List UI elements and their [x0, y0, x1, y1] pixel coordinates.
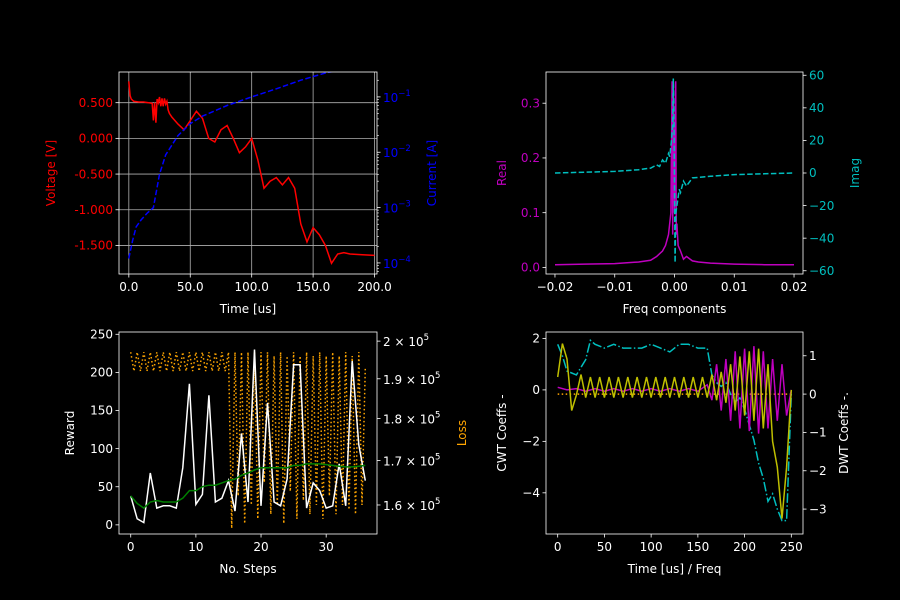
- series-cwt-magenta-line: [557, 346, 793, 434]
- series-dwt-cyan-line: [557, 339, 793, 522]
- y2-tick-label: 40: [809, 101, 824, 115]
- x-tick-label: 200.0: [357, 280, 391, 294]
- y2-tick-label: 10−2: [383, 144, 411, 160]
- x-tick-label: 20: [253, 540, 268, 554]
- plot-panel-top-right: −0.02 −0.01 0.00 0.01 0.02 0.0 0.1 0.2 0.3 60 40 20…: [495, 68, 862, 316]
- axes-frame: [118, 331, 378, 535]
- x-tick-label: 200: [733, 540, 756, 554]
- y-tick-label: −2: [522, 435, 540, 449]
- y2-tick-label: 1.6 × 105: [383, 497, 440, 513]
- y-tick-label: 0: [532, 383, 540, 397]
- y2-tick-label: −60: [809, 264, 834, 278]
- y-axis-label: Real: [495, 160, 509, 186]
- y-tick-label: −4: [522, 486, 540, 500]
- x-tick-label: 50.0: [177, 280, 204, 294]
- x-tick-label: −0.01: [596, 280, 633, 294]
- y-tick-label: 100: [90, 442, 113, 456]
- y2-tick-label: −1: [809, 426, 827, 440]
- y2-tick-label: 10−3: [383, 200, 411, 216]
- axes-frame: [118, 71, 378, 275]
- y2-tick-label: −2: [809, 464, 827, 478]
- x-tick-label: 30: [319, 540, 334, 554]
- y-tick-label: 0.000: [79, 132, 113, 146]
- series-reward-smoothed-line: [130, 463, 366, 510]
- y2-axis-label: Imag: [848, 158, 862, 188]
- y2-tick-label: 1.8 × 105: [383, 410, 440, 426]
- y2-tick-label: 1.7 × 105: [383, 452, 440, 468]
- y-tick-label: 2: [532, 332, 540, 346]
- y-tick-label: 0.500: [79, 96, 113, 110]
- y-tick-label: 250: [90, 327, 113, 341]
- y2-tick-label: 60: [809, 68, 824, 82]
- x-tick-label: 50: [597, 540, 612, 554]
- y-tick-label: -0.500: [74, 167, 113, 181]
- plot-panel-top-left: 0.0 50.0 100.0 150.0 200.0 0.500 0.000 -0.500 -1…: [44, 71, 439, 316]
- y-tick-label: 0.3: [521, 96, 540, 110]
- y-tick-label: 200: [90, 366, 113, 380]
- y-tick-label: 0: [105, 518, 113, 532]
- x-tick-label: 150.0: [296, 280, 330, 294]
- y-tick-label: 0.0: [521, 261, 540, 275]
- y2-tick-label: 0: [809, 166, 817, 180]
- x-tick-label: −0.02: [537, 280, 574, 294]
- x-tick-label: 0.02: [781, 280, 808, 294]
- x-tick-label: 150: [686, 540, 709, 554]
- series-cwt-yellow-line: [556, 343, 793, 519]
- x-tick-label: 100: [640, 540, 663, 554]
- x-axis-label: Time [us] / Freq: [627, 562, 722, 576]
- x-axis-label: No. Steps: [219, 562, 276, 576]
- y-axis-label: CWT Coeffs -: [495, 394, 509, 471]
- x-tick-label: 10: [188, 540, 203, 554]
- plot-panel-bottom-right: 0 50 100 150 200 250 2 0 −2 −4 1 0 −1 −2 −3 Time [us] /…: [495, 331, 851, 576]
- y-tick-label: -1.000: [74, 203, 113, 217]
- y2-tick-label: 2 × 105: [383, 333, 429, 349]
- x-tick-label: 0: [554, 540, 562, 554]
- x-tick-label: 0.01: [721, 280, 748, 294]
- x-axis-label: Time [us]: [219, 302, 276, 316]
- x-tick-label: 100.0: [235, 280, 269, 294]
- y-tick-label: 0.2: [521, 151, 540, 165]
- series-current-line: [128, 72, 334, 259]
- y-tick-label: -1.500: [74, 239, 113, 253]
- y-tick-label: 50: [98, 480, 113, 494]
- y2-tick-label: 1.9 × 105: [383, 371, 440, 387]
- y2-tick-label: −20: [809, 199, 834, 213]
- y-axis-label: Voltage [V]: [44, 140, 58, 206]
- y2-tick-label: 20: [809, 134, 824, 148]
- y-tick-label: 150: [90, 404, 113, 418]
- series-imag-line: [554, 78, 795, 263]
- series-voltage-line: [128, 81, 375, 265]
- x-tick-label: 0: [127, 540, 135, 554]
- y2-tick-label: 1: [809, 349, 817, 363]
- y2-tick-label: 10−1: [383, 89, 411, 105]
- x-axis-label: Freq components: [623, 302, 727, 316]
- y2-axis-label: Loss: [455, 420, 469, 446]
- y-axis-label: Reward: [63, 411, 77, 456]
- axes-frame: [545, 331, 804, 535]
- y2-axis-label: DWT Coeffs -.: [837, 392, 851, 474]
- x-tick-label: 0.00: [661, 280, 688, 294]
- plot-panel-bottom-left: 0 10 20 30 0 50 100 150 200 250 1.6 × 105 1.7 × 105…: [63, 327, 469, 576]
- y2-axis-label: Current [A]: [425, 140, 439, 206]
- y-tick-label: 0.1: [521, 206, 540, 220]
- y2-tick-label: −40: [809, 231, 834, 245]
- x-tick-label: 0.0: [119, 280, 138, 294]
- y2-tick-label: 0: [809, 387, 817, 401]
- series-reward-line: [129, 349, 367, 524]
- x-tick-label: 250: [780, 540, 803, 554]
- y2-tick-label: 10−4: [383, 255, 411, 271]
- y2-tick-label: −3: [809, 502, 827, 516]
